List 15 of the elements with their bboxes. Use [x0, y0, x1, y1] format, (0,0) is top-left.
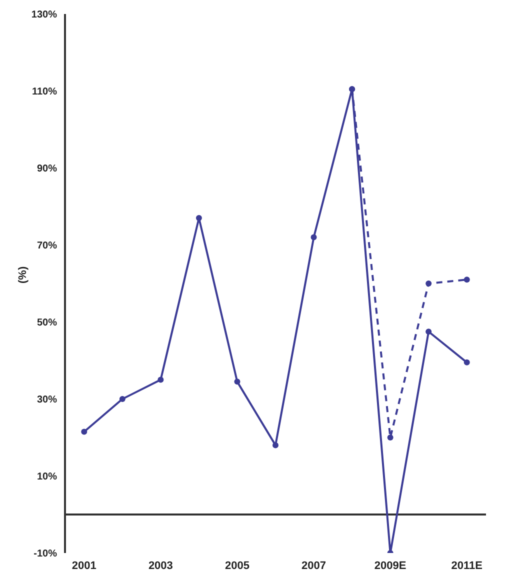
y-tick-label: 90%: [36, 164, 58, 175]
x-tick-label: 2001: [72, 560, 96, 572]
x-tick-label: 2011E: [451, 560, 482, 572]
x-tick-label: 2009E: [374, 560, 406, 572]
y-axis-title: (%): [16, 266, 29, 284]
y-tick-label: 30%: [36, 394, 58, 406]
y-tick-label: -10%: [34, 548, 58, 560]
y-tick-label: 70%: [36, 240, 58, 252]
x-tick-label: 2005: [224, 560, 250, 572]
x-tick-label: 2003: [148, 560, 173, 572]
y-tick-label: 10%: [36, 472, 58, 483]
y-tick-label: 110%: [32, 86, 58, 98]
y-tick-label: 130%: [31, 10, 58, 21]
x-tick-label: 2007: [302, 560, 326, 572]
y-tick-label: 50%: [36, 318, 58, 329]
